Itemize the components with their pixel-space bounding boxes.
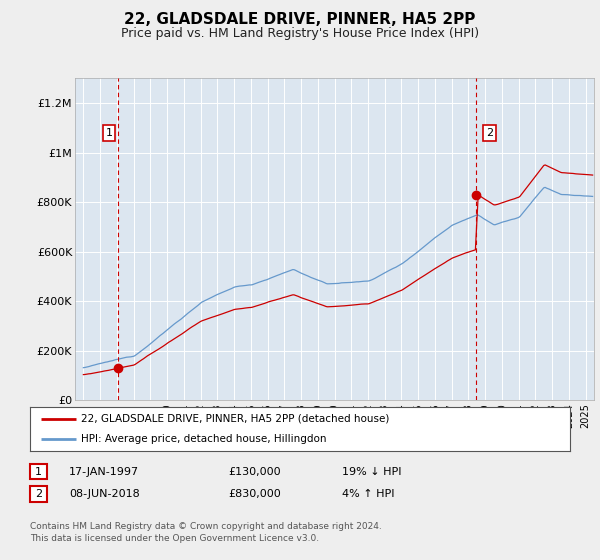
Text: 2: 2 — [35, 489, 42, 499]
Text: £130,000: £130,000 — [228, 466, 281, 477]
Text: 19% ↓ HPI: 19% ↓ HPI — [342, 466, 401, 477]
Text: HPI: Average price, detached house, Hillingdon: HPI: Average price, detached house, Hill… — [82, 434, 327, 444]
Text: 1: 1 — [35, 466, 42, 477]
Text: 22, GLADSDALE DRIVE, PINNER, HA5 2PP (detached house): 22, GLADSDALE DRIVE, PINNER, HA5 2PP (de… — [82, 414, 389, 424]
Text: £830,000: £830,000 — [228, 489, 281, 499]
Text: 22, GLADSDALE DRIVE, PINNER, HA5 2PP: 22, GLADSDALE DRIVE, PINNER, HA5 2PP — [124, 12, 476, 27]
Text: Contains HM Land Registry data © Crown copyright and database right 2024.
This d: Contains HM Land Registry data © Crown c… — [30, 522, 382, 543]
Text: Price paid vs. HM Land Registry's House Price Index (HPI): Price paid vs. HM Land Registry's House … — [121, 27, 479, 40]
Text: 1: 1 — [106, 128, 113, 138]
Text: 4% ↑ HPI: 4% ↑ HPI — [342, 489, 395, 499]
Text: 08-JUN-2018: 08-JUN-2018 — [69, 489, 140, 499]
Text: 2: 2 — [485, 128, 493, 138]
Text: 17-JAN-1997: 17-JAN-1997 — [69, 466, 139, 477]
